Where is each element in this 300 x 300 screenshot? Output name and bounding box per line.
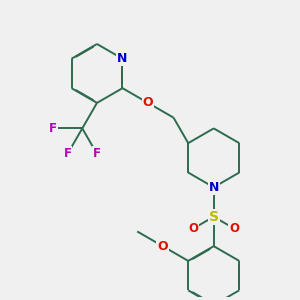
Text: N: N (117, 52, 128, 65)
Text: F: F (93, 147, 101, 161)
Text: O: O (143, 96, 153, 110)
Text: F: F (49, 122, 57, 135)
Text: O: O (229, 222, 239, 235)
Text: O: O (158, 240, 168, 253)
Text: S: S (209, 210, 219, 224)
Text: F: F (64, 147, 72, 161)
Text: N: N (208, 181, 219, 194)
Text: O: O (188, 222, 198, 235)
